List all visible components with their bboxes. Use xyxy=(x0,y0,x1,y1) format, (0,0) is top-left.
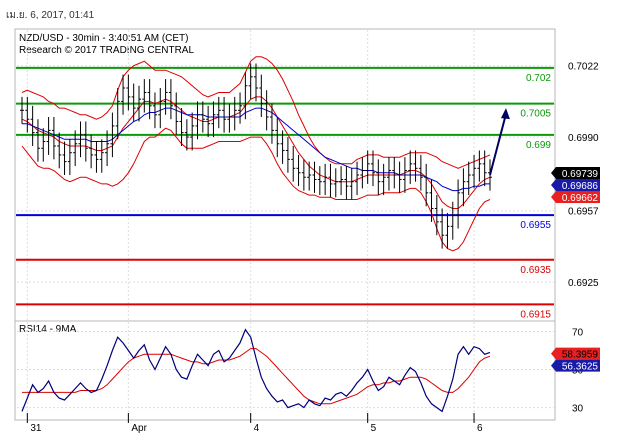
grid-lines xyxy=(17,30,554,419)
rsi-ma-line xyxy=(22,348,491,405)
price-badge xyxy=(551,166,600,179)
x-tick-label: 6 xyxy=(477,423,483,434)
x-tick-label: Apr xyxy=(131,423,147,434)
y-tick-label: 0.6925 xyxy=(568,278,599,289)
rsi-badge-label: 58.3959 xyxy=(562,350,599,361)
price-badge xyxy=(551,190,600,203)
y-tick-label: 0.6957 xyxy=(568,207,599,218)
level-label: 0.6935 xyxy=(520,265,551,276)
x-tick-label: 5 xyxy=(371,423,377,434)
rsi-series xyxy=(21,328,491,413)
level-label: 0.702 xyxy=(526,73,551,84)
price-badge-label: 0.69686 xyxy=(562,181,599,192)
price-badge-label: 0.69739 xyxy=(562,169,599,180)
rsi-tick-label: 30 xyxy=(572,404,584,415)
band-upper xyxy=(21,56,491,169)
rsi-badge xyxy=(551,359,600,372)
level-label: 0.7005 xyxy=(520,109,551,120)
x-tick-label: 31 xyxy=(30,423,42,434)
chart-subtitle: Research © 2017 TRADING CENTRAL xyxy=(19,45,194,56)
price-badge xyxy=(551,178,600,191)
rsi-tick-label: 70 xyxy=(572,328,584,339)
rsi-badge xyxy=(551,347,600,360)
price-badge-label: 0.69662 xyxy=(562,193,599,204)
moving-average xyxy=(22,107,490,192)
rsi-badge-label: 56.3625 xyxy=(562,362,599,373)
projection-arrow-head xyxy=(500,108,510,120)
level-label: 0.6955 xyxy=(520,220,551,231)
price-series xyxy=(20,56,510,252)
band-lower xyxy=(21,127,491,252)
level-lines: 0.702 0.7005 0.699 0.6955 0.6935 0.6915 xyxy=(16,66,554,320)
level-label: 0.6915 xyxy=(520,309,551,320)
y-tick-label: 0.6990 xyxy=(568,133,599,144)
x-tick-label: 4 xyxy=(254,423,260,434)
level-label: 0.699 xyxy=(526,140,551,151)
projection-arrow xyxy=(489,113,507,176)
rsi-panel-title: RSI14 - 9MA xyxy=(19,324,77,335)
timestamp-label: เม.ย. 6, 2017, 01:41 xyxy=(6,10,95,21)
rsi-line xyxy=(21,328,491,413)
chart-title: NZD/USD - 30min - 3:40:51 AM (CET) xyxy=(19,33,188,44)
y-tick-label: 0.7022 xyxy=(568,62,599,73)
price-panel-frame xyxy=(14,28,556,322)
